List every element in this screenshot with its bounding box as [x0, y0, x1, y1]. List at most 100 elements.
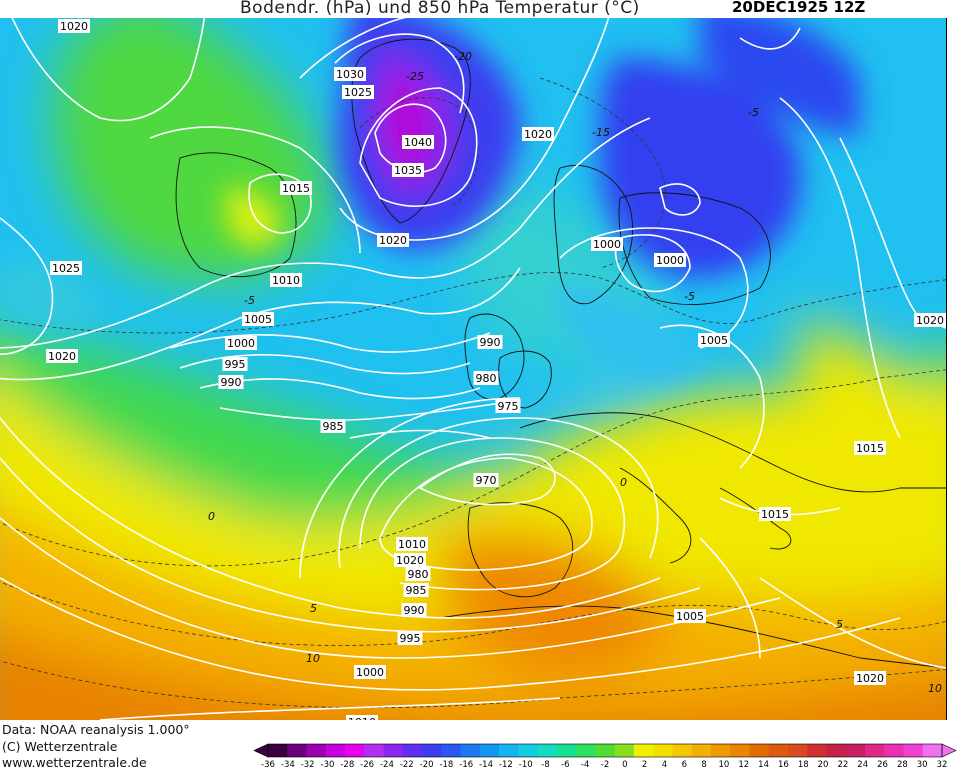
legend-tick: 2: [642, 760, 647, 770]
isotherm-label: -25: [406, 70, 424, 83]
svg-text:1010: 1010: [272, 274, 300, 287]
legend-swatch: [518, 744, 538, 757]
svg-text:1025: 1025: [52, 262, 80, 275]
svg-text:980: 980: [408, 568, 429, 581]
legend-tick: 12: [738, 760, 749, 770]
isobar-label: 1000: [654, 253, 686, 267]
map-canvas: -25 -20 -15 -5 -5 -5 0 0 5 5 10 10 1020 1…: [0, 18, 946, 720]
coastlines: [175, 38, 946, 669]
legend-tick: -28: [340, 760, 354, 770]
isotherm-label: -5: [244, 294, 255, 307]
legend-tick: 8: [701, 760, 706, 770]
svg-text:995: 995: [225, 358, 246, 371]
legend-tick: 14: [758, 760, 769, 770]
legend-swatch: [576, 744, 596, 757]
legend-tick: -16: [459, 760, 473, 770]
isobar-label: 1010: [270, 273, 302, 287]
legend-swatch: [595, 744, 616, 757]
legend-tick: -24: [380, 760, 394, 770]
legend-tick: 0: [622, 760, 627, 770]
isobar-label: 990: [218, 375, 244, 389]
legend-swatch: [922, 744, 943, 757]
svg-text:990: 990: [480, 336, 501, 349]
isobars: [0, 18, 946, 720]
isobar-label: 985: [320, 419, 346, 433]
svg-text:1000: 1000: [656, 254, 684, 267]
legend-tick: 16: [778, 760, 789, 770]
legend-swatch: [787, 744, 808, 757]
legend-outline: [267, 743, 943, 758]
title-bar: Bodendr. (hPa) und 850 hPa Temperatur (°…: [0, 0, 959, 18]
isobar-label: 1020: [58, 19, 90, 33]
isobar-label: 1020: [522, 127, 554, 141]
svg-text:1015: 1015: [856, 442, 884, 455]
svg-text:1005: 1005: [700, 334, 728, 347]
legend-swatch: [903, 744, 924, 757]
legend-swatch: [306, 744, 327, 757]
legend-swatch: [653, 744, 673, 757]
legend-swatch: [710, 744, 731, 757]
legend-swatch: [460, 744, 481, 757]
legend-swatch: [499, 744, 519, 757]
legend-tick: -22: [400, 760, 414, 770]
isobar-label: 1020: [394, 553, 426, 567]
isobar-label: 1005: [674, 609, 706, 623]
legend-tick: 6: [682, 760, 687, 770]
isotherm-label: 10: [306, 652, 320, 665]
svg-text:1010: 1010: [348, 716, 376, 720]
svg-text:1020: 1020: [916, 314, 944, 327]
legend-swatch: [845, 744, 866, 757]
isobar-label: 1000: [591, 237, 623, 251]
svg-text:1005: 1005: [676, 610, 704, 623]
website-link[interactable]: www.wetterzentrale.de: [2, 755, 147, 770]
svg-text:1020: 1020: [48, 350, 76, 363]
legend-tick: 18: [798, 760, 809, 770]
isobar-label: 1005: [242, 312, 274, 326]
isotherm-label: -15: [592, 126, 610, 139]
legend-tick: -20: [420, 760, 434, 770]
copyright-text: (C) Wetterzentrale: [2, 739, 118, 754]
legend-swatch: [691, 744, 712, 757]
isobar-label: 1000: [354, 665, 386, 679]
svg-text:1000: 1000: [227, 337, 255, 350]
legend-tick: 30: [917, 760, 928, 770]
legend-tick: 32: [937, 760, 948, 770]
legend-tick: 26: [877, 760, 888, 770]
isobar-label: 975: [495, 399, 521, 413]
legend-swatch: [383, 744, 404, 757]
legend-tick: -6: [561, 760, 569, 770]
legend-tick: -12: [499, 760, 513, 770]
svg-text:990: 990: [221, 376, 242, 389]
isobar-label: 1025: [342, 85, 374, 99]
svg-text:1025: 1025: [344, 86, 372, 99]
isobar-label: 1020: [914, 313, 946, 327]
legend-swatch: [730, 744, 750, 757]
legend-swatch: [768, 744, 789, 757]
isobar-label: 1040: [402, 135, 434, 149]
legend-swatch: [633, 744, 654, 757]
isotherm-label: -20: [454, 50, 472, 63]
svg-text:970: 970: [476, 474, 497, 487]
svg-text:975: 975: [498, 400, 519, 413]
footer: Data: NOAA reanalysis 1.000° (C) Wetterz…: [0, 720, 959, 770]
legend-swatch: [614, 744, 635, 757]
isotherm-label: -5: [684, 290, 695, 303]
svg-text:985: 985: [323, 420, 344, 433]
legend-tick: 24: [857, 760, 868, 770]
isobar-label: 1025: [50, 261, 82, 275]
legend-tick: -26: [360, 760, 374, 770]
legend-tick: -18: [439, 760, 453, 770]
temperature-field: [0, 18, 946, 720]
isobar-label: 1015: [759, 507, 791, 521]
svg-text:1020: 1020: [396, 554, 424, 567]
legend-tick-labels: -36 -34 -32 -30 -28 -26 -24 -22 -20 -18 -16 -14 -12-…: [261, 760, 947, 770]
legend-swatch: [556, 744, 577, 757]
isobar-label: 1020: [377, 233, 409, 247]
legend-tick: 20: [818, 760, 829, 770]
map-date: 20DEC1925 12Z: [732, 0, 866, 16]
isobar-label: 980: [473, 371, 499, 385]
isotherm-label: 0: [208, 510, 215, 523]
legend-arrow-right: [941, 743, 957, 758]
data-source-text: Data: NOAA reanalysis 1.000°: [2, 722, 190, 737]
svg-text:1020: 1020: [60, 20, 88, 33]
